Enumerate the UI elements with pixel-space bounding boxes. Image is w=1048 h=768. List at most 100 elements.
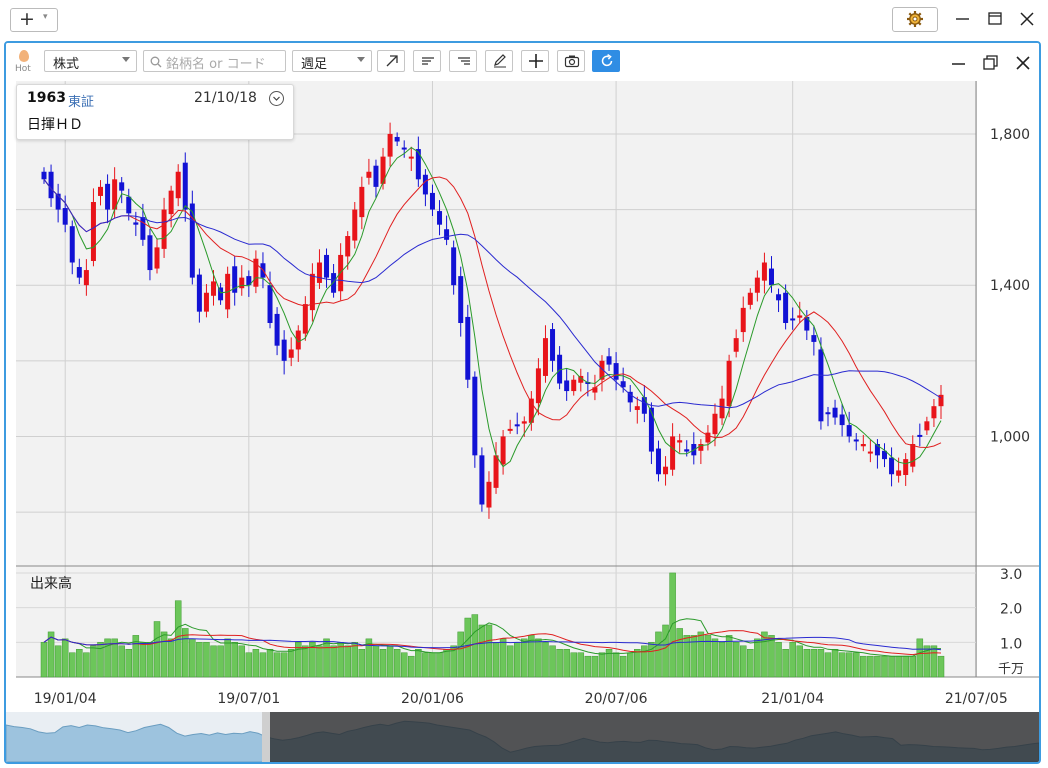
candle-body (429, 192, 435, 210)
candle-body (133, 222, 139, 225)
candle-body (507, 428, 513, 431)
volume-bar (916, 638, 924, 678)
align-right-button[interactable] (449, 50, 477, 72)
candle-body (309, 273, 315, 311)
volume-bar (252, 649, 260, 678)
market-type-select[interactable]: 株式 (44, 50, 137, 72)
price-tick-label: 1,000 (990, 429, 1030, 445)
volume-bar (344, 645, 351, 678)
volume-bar (302, 645, 309, 678)
arrow-up-right-icon (386, 55, 398, 67)
period-select[interactable]: 週足 (292, 50, 372, 72)
settings-button[interactable] (892, 7, 938, 32)
candle-body (599, 360, 605, 380)
date-tick-label: 20/01/06 (401, 691, 464, 707)
maximize-icon[interactable] (984, 8, 1006, 30)
volume-bar (909, 655, 916, 678)
search-input[interactable]: 銘柄名 or コード (143, 50, 286, 72)
volume-bar (358, 649, 366, 678)
candle-body (613, 363, 619, 380)
volume-bar (563, 649, 570, 678)
trendline-button[interactable] (377, 50, 405, 72)
candle-body (571, 379, 577, 392)
candle-body (528, 398, 534, 423)
crosshair-button[interactable] (521, 50, 549, 72)
volume-bar (930, 645, 938, 678)
camera-icon (564, 55, 580, 68)
search-placeholder: 銘柄名 or コード (166, 57, 266, 72)
stock-market: 東証 (68, 95, 95, 110)
range-navigator[interactable] (6, 712, 1039, 762)
candle-body (196, 274, 202, 312)
draw-button[interactable] (485, 50, 513, 72)
candle-body (514, 424, 520, 427)
candle-body (458, 276, 464, 323)
volume-bar (189, 638, 196, 678)
date-tick-label: 19/07/01 (217, 691, 280, 707)
candle-body (281, 339, 287, 361)
volume-bar (556, 649, 563, 678)
candle-body (655, 448, 661, 475)
volume-bar (61, 638, 69, 678)
candle-body (917, 434, 923, 437)
volume-bar (485, 624, 493, 678)
volume-bar (535, 638, 542, 678)
volume-bar (648, 642, 655, 678)
volume-bar (662, 624, 669, 678)
align-left-button[interactable] (413, 50, 441, 72)
chart-area[interactable]: 1,800 1,400 1,000 19/01/04 19/07/01 20/01/06 2… (6, 81, 1039, 711)
panel-minimize-icon[interactable] (948, 52, 970, 74)
candlestick-chart[interactable]: 1,800 1,400 1,000 19/01/04 19/07/01 20/01/06 2… (6, 81, 1039, 711)
flame-icon (19, 50, 29, 62)
volume-bar (400, 652, 408, 678)
candle-body (881, 450, 887, 460)
market-type-value: 株式 (53, 57, 80, 72)
candle-body (288, 349, 294, 358)
volume-bar (111, 638, 118, 678)
panel-close-icon[interactable] (1012, 52, 1034, 74)
candle-body (867, 451, 873, 454)
candle-body (776, 294, 782, 301)
add-chart-button[interactable]: + ▾ (10, 8, 58, 32)
refresh-button[interactable] (592, 50, 620, 72)
date-tick-label: 21/07/05 (945, 691, 1008, 707)
navigator-chart[interactable] (6, 712, 1039, 762)
volume-bar (739, 645, 747, 678)
volume-bar (217, 645, 224, 678)
candle-body (232, 266, 238, 293)
candle-body (98, 186, 104, 196)
candle-body (818, 349, 824, 422)
stock-date: 21/10/18 (194, 90, 257, 106)
volume-bar (521, 638, 528, 678)
volume-bar (732, 642, 740, 678)
candle-body (860, 444, 866, 447)
volume-bar (422, 652, 429, 678)
plot-background (16, 81, 976, 677)
volume-bar (775, 642, 782, 678)
candle-body (126, 196, 132, 214)
candle-body (663, 466, 669, 475)
volume-bar (506, 645, 514, 678)
date-tick-label: 20/07/06 (585, 691, 648, 707)
volume-bar (54, 645, 62, 678)
candle-body (401, 147, 407, 150)
candle-body (154, 247, 160, 269)
panel-restore-icon[interactable] (980, 52, 1002, 74)
candle-body (832, 407, 838, 418)
candle-body (246, 276, 252, 286)
volume-bar (683, 635, 690, 678)
candle-body (535, 368, 541, 404)
minimize-icon[interactable] (952, 8, 974, 30)
chevron-down-circle-icon[interactable] (269, 91, 284, 106)
candle-body (542, 338, 548, 376)
candle-body (931, 406, 937, 419)
candle-body (578, 375, 584, 383)
candle-body (740, 307, 746, 333)
hot-button[interactable]: Hot (14, 50, 36, 76)
volume-bar (273, 652, 281, 678)
volume-bar (867, 655, 874, 678)
screenshot-button[interactable] (557, 50, 585, 72)
candle-body (564, 380, 570, 392)
close-icon[interactable] (1016, 8, 1038, 30)
volume-bar (47, 631, 55, 678)
